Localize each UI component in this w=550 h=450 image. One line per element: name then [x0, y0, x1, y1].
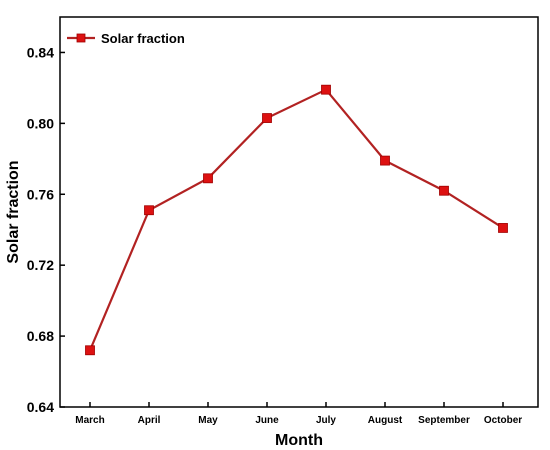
- y-tick-label: 0.72: [27, 257, 54, 273]
- data-point: [498, 223, 508, 233]
- x-tick-label: August: [368, 415, 403, 426]
- y-axis-ticks: 0.64 0.68 0.72 0.76 0.80 0.84: [27, 44, 65, 415]
- series-line-solar-fraction: [88, 88, 504, 351]
- data-point: [321, 84, 331, 95]
- plot-frame: [59, 16, 539, 408]
- x-tick-label: October: [484, 415, 522, 426]
- legend: Solar fraction: [67, 31, 185, 46]
- legend-label: Solar fraction: [101, 31, 185, 46]
- data-point: [262, 113, 272, 123]
- y-tick-label: 0.64: [27, 399, 54, 415]
- x-tick-label: March: [75, 415, 104, 426]
- data-point: [439, 185, 449, 196]
- y-axis-title: Solar fraction: [5, 160, 22, 263]
- data-point: [85, 345, 95, 356]
- x-axis-ticks: March April May June July August September Octo…: [75, 402, 522, 426]
- x-tick-label: June: [255, 415, 279, 426]
- y-tick-label: 0.80: [27, 115, 54, 131]
- x-tick-label: May: [198, 415, 218, 426]
- x-tick-label: July: [316, 415, 336, 426]
- legend-marker: [76, 33, 86, 43]
- y-tick-label: 0.68: [27, 328, 54, 344]
- series-markers: [85, 84, 508, 356]
- x-axis-title: Month: [275, 432, 323, 449]
- x-tick-label: April: [138, 415, 161, 426]
- data-point: [144, 205, 154, 216]
- data-point: [203, 173, 213, 184]
- y-tick-label: 0.84: [27, 44, 54, 60]
- y-tick-label: 0.76: [27, 186, 54, 202]
- data-point: [380, 155, 390, 166]
- x-tick-label: September: [418, 415, 470, 426]
